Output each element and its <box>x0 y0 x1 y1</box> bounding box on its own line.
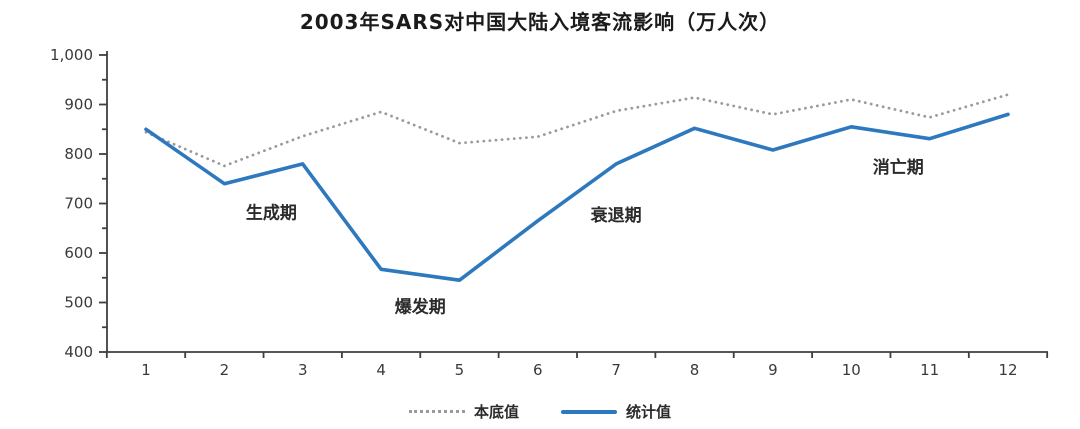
y-tick-label: 800 <box>64 145 93 163</box>
x-tick-label: 4 <box>376 361 386 379</box>
x-tick-label: 9 <box>768 361 778 379</box>
x-tick-label: 11 <box>920 361 939 379</box>
axis-lines <box>106 51 1048 353</box>
x-tick-label: 8 <box>690 361 700 379</box>
statistical-solid-line-sample <box>561 409 617 414</box>
x-tick-label: 1 <box>141 361 151 379</box>
x-tick-label: 2 <box>220 361 230 379</box>
statistical-series-line <box>144 112 1010 283</box>
phase-annotation-衰退期: 衰退期 <box>590 205 642 226</box>
y-tick-label: 900 <box>64 96 93 114</box>
legend-label-statistical: 统计值 <box>626 403 672 421</box>
baseline-series-line <box>144 93 1010 168</box>
x-tick-label: 3 <box>298 361 308 379</box>
chart-title: 2003年SARS对中国大陆入境客流影响（万人次） <box>299 10 781 34</box>
phase-annotation-爆发期: 爆发期 <box>395 296 446 317</box>
x-tick-label: 7 <box>611 361 621 379</box>
y-tick-label: 400 <box>64 343 93 361</box>
y-tick-label: 1,000 <box>50 46 93 64</box>
x-tick-label: 6 <box>533 361 543 379</box>
x-tick-label: 12 <box>998 361 1017 379</box>
y-tick-label: 500 <box>64 294 93 312</box>
x-tick-label: 10 <box>842 361 861 379</box>
axes <box>99 51 1049 358</box>
baseline-dotted-line-sample <box>408 410 465 413</box>
legend-label-baseline: 本底值 <box>473 403 519 421</box>
legend-item-statistical: 统计值 <box>561 401 671 422</box>
x-tick-label: 5 <box>455 361 465 379</box>
y-tick-label: 700 <box>64 195 93 213</box>
legend-item-baseline: 本底值 <box>408 401 519 422</box>
phase-annotation-生成期: 生成期 <box>246 202 297 223</box>
y-tick-label: 600 <box>64 244 93 262</box>
legend: 本底值 统计值 <box>0 401 1080 422</box>
phase-annotation-消亡期: 消亡期 <box>873 157 924 178</box>
